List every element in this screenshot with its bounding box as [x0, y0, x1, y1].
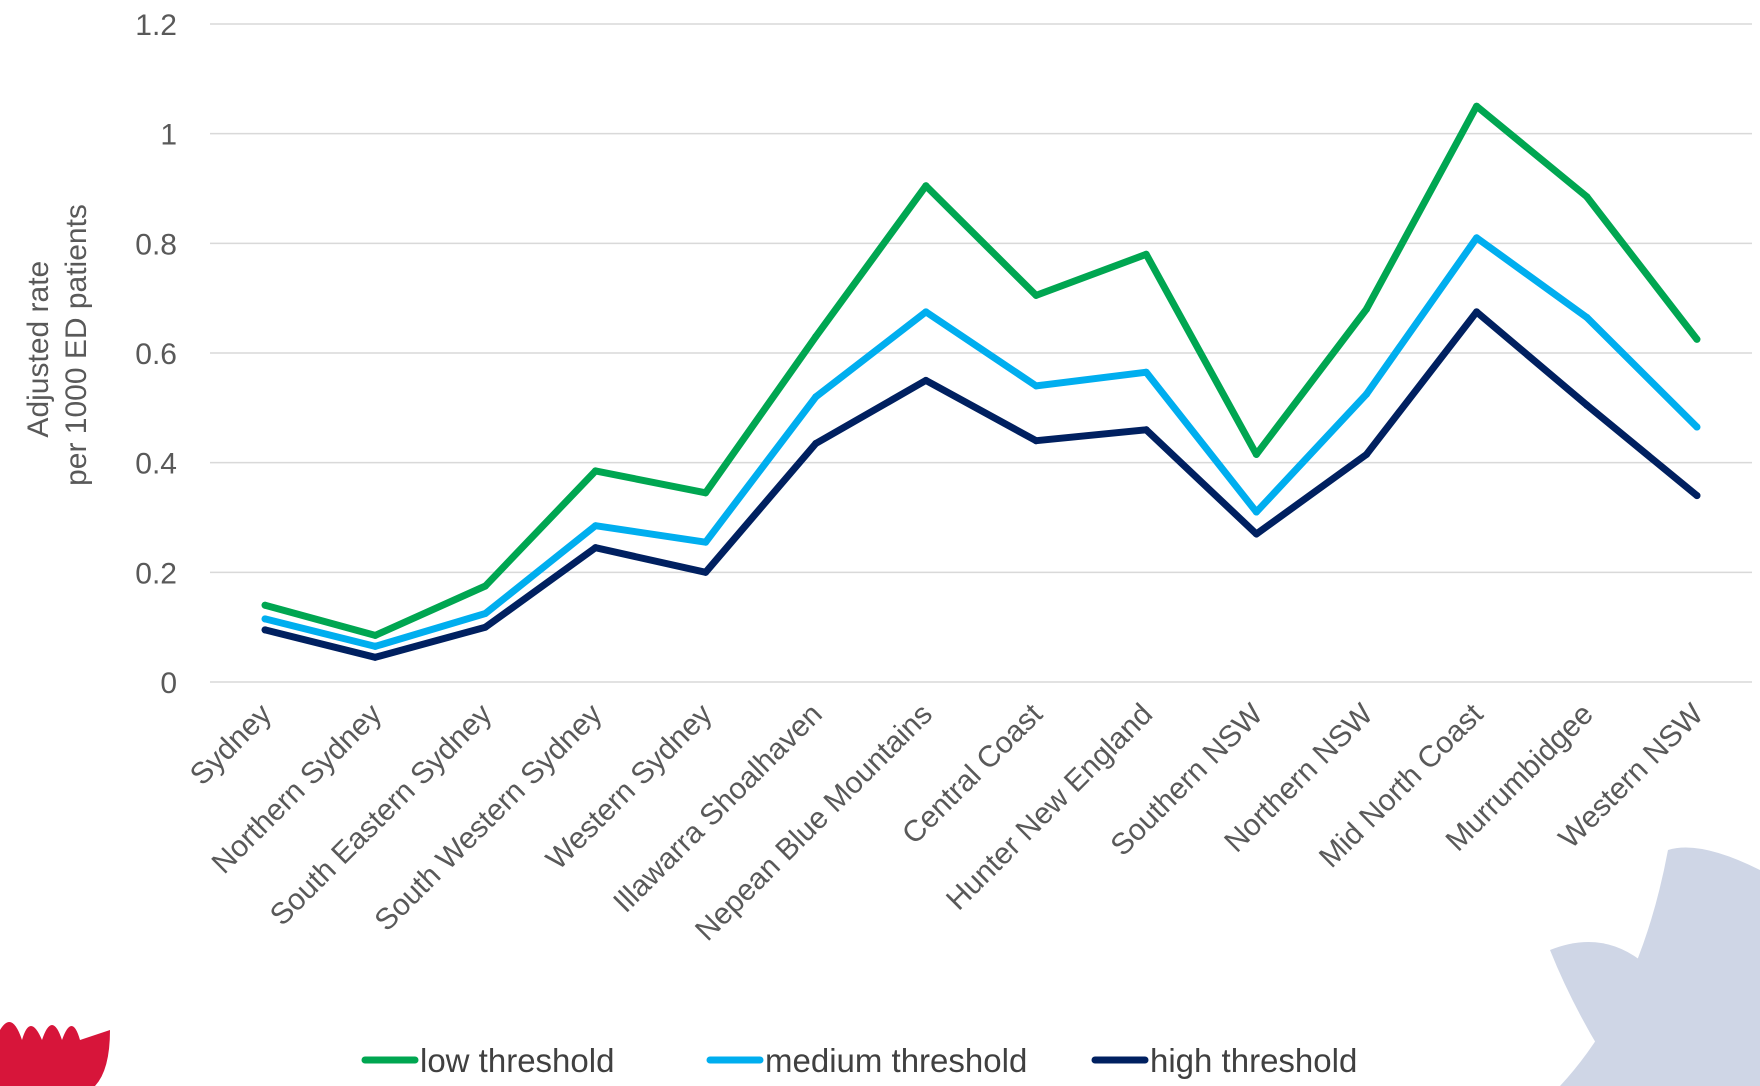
- y-tick-label: 0.6: [135, 338, 177, 371]
- data-point: [1032, 437, 1040, 445]
- data-point: [1142, 426, 1150, 434]
- brand-watermark-petal: [1550, 942, 1640, 1050]
- y-axis-title: Adjusted rate per 1000 ED patients: [22, 204, 93, 486]
- y-tick-label: 1: [160, 119, 177, 152]
- data-point: [592, 522, 599, 530]
- data-point: [1363, 390, 1370, 398]
- y-tick-label: 1.2: [135, 9, 177, 42]
- data-point: [1693, 335, 1701, 343]
- data-point: [812, 439, 820, 447]
- data-point: [1252, 508, 1260, 516]
- data-point: [1583, 401, 1591, 409]
- data-point: [922, 182, 930, 190]
- legend-label-1: medium threshold: [765, 1042, 1027, 1079]
- data-point: [371, 653, 379, 661]
- data-point: [1693, 423, 1701, 431]
- data-point: [812, 333, 820, 341]
- data-point: [261, 601, 269, 609]
- x-tick-label: South Eastern Sydney: [264, 698, 498, 932]
- data-point: [1693, 492, 1701, 500]
- data-point: [1032, 382, 1040, 390]
- data-point: [812, 393, 820, 401]
- data-point: [1032, 291, 1040, 299]
- series-line-0: [261, 102, 1701, 639]
- series-line-1: [261, 234, 1701, 650]
- data-point: [592, 544, 599, 552]
- data-point: [922, 308, 930, 316]
- data-point: [1583, 313, 1591, 321]
- data-point: [1363, 305, 1370, 313]
- y-tick-label: 0: [160, 667, 177, 700]
- data-point: [1473, 102, 1481, 110]
- x-tick-label: Sydney: [184, 698, 278, 792]
- waratah-logo: [0, 1022, 110, 1086]
- legend-label-0: low threshold: [420, 1042, 614, 1079]
- y-tick-label: 0.2: [135, 557, 177, 590]
- y-tick-label: 0.8: [135, 228, 177, 261]
- y-axis-title-line-1: Adjusted rate: [22, 261, 55, 438]
- data-point: [1252, 450, 1260, 458]
- data-point: [922, 376, 930, 384]
- data-point: [261, 615, 269, 623]
- data-point: [702, 568, 710, 576]
- data-point: [1473, 234, 1481, 242]
- x-tick-label: Illawarra Shoalhaven: [607, 698, 828, 919]
- data-point: [1142, 368, 1150, 376]
- legend-label-2: high threshold: [1150, 1042, 1357, 1079]
- data-point: [702, 538, 710, 546]
- data-point: [702, 489, 710, 497]
- data-point: [1473, 308, 1481, 316]
- data-point: [481, 623, 489, 631]
- data-point: [371, 631, 379, 639]
- data-point: [371, 642, 379, 650]
- series-line-2: [261, 308, 1701, 661]
- x-tick-label: Hunter New England: [940, 698, 1159, 917]
- legend: low threshold medium threshold high thresh…: [361, 1042, 1357, 1079]
- data-point: [261, 626, 269, 634]
- data-point: [1252, 530, 1260, 538]
- data-point: [481, 582, 489, 590]
- y-tick-label: 0.4: [135, 448, 177, 481]
- data-point: [592, 467, 599, 475]
- data-point: [1142, 250, 1150, 258]
- data-point: [1583, 193, 1591, 201]
- data-point: [481, 609, 489, 617]
- y-axis-title-line-2: per 1000 ED patients: [60, 204, 93, 486]
- x-tick-label: South Western Sydney: [369, 698, 609, 938]
- data-point: [1363, 450, 1370, 458]
